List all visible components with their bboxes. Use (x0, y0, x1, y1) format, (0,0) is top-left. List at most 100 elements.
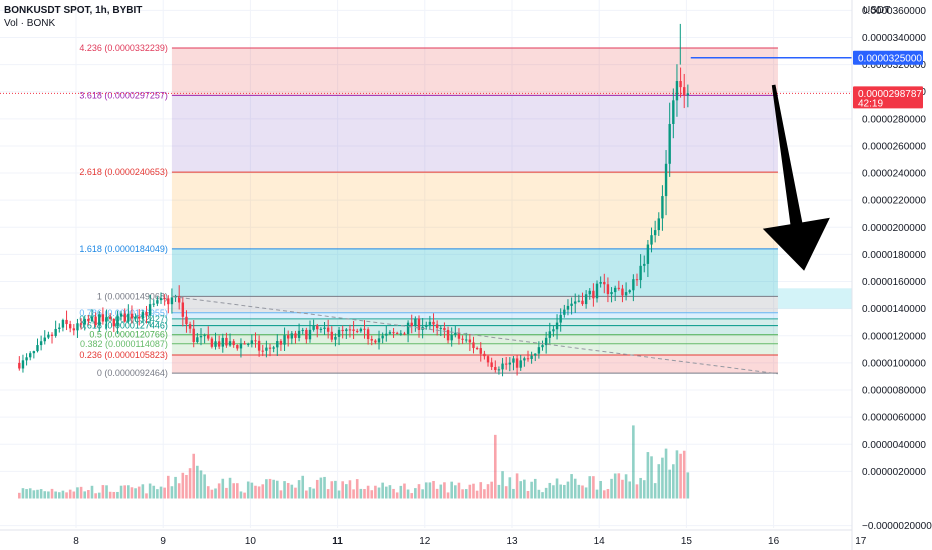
volume-bar (519, 481, 523, 499)
candle-body (261, 350, 264, 352)
candle-body (348, 329, 352, 331)
volume-bar (279, 490, 283, 499)
candle-body (196, 337, 199, 343)
candle-body (330, 331, 333, 340)
fib-level-label: 2.618 (0.0000240653) (79, 167, 168, 177)
candle-body (207, 335, 210, 339)
volume-bar (508, 477, 512, 499)
volume-bar (90, 485, 94, 499)
candle-body (541, 345, 544, 348)
candle-body (25, 357, 28, 361)
volume-bar (196, 465, 199, 499)
candle-body (643, 263, 646, 266)
volume-bar (428, 482, 432, 499)
volume-bar (661, 457, 664, 499)
volume-bar (515, 473, 519, 499)
candle-body (486, 356, 490, 363)
volume-bar (94, 493, 97, 499)
volume-bar (250, 482, 254, 499)
candle-body (592, 290, 595, 299)
volume-bar (664, 448, 668, 499)
candle-body (72, 328, 76, 331)
volume-bar (286, 482, 290, 499)
volume-bar (613, 473, 617, 499)
candle-body (475, 348, 479, 350)
candle-body (537, 347, 541, 354)
candle-body (512, 358, 515, 363)
fib-zone-band (171, 318, 778, 326)
volume-bar (18, 492, 21, 499)
candle-body (87, 318, 90, 322)
volume-bar (541, 492, 544, 499)
fib-zone-band (171, 355, 778, 374)
volume-bar (584, 487, 588, 499)
time-tick-label: 8 (73, 536, 79, 547)
candle-body (210, 338, 214, 347)
volume-bar (650, 456, 653, 499)
candle-body (526, 358, 530, 360)
volume-bar (602, 490, 606, 499)
symbol-title: BONKUSDT SPOT, 1h, BYBIT (4, 5, 142, 16)
volume-bar (275, 480, 279, 499)
candle-body (214, 341, 217, 347)
down-arrow-drawing (762, 84, 830, 271)
candle-body (54, 328, 57, 336)
candle-body (170, 297, 174, 305)
candle-body (570, 303, 573, 306)
candle-body (388, 332, 392, 334)
volume-bar (217, 483, 221, 499)
candle-body (534, 353, 537, 356)
candle-body (483, 353, 486, 357)
volume-bar (232, 483, 235, 499)
candle-body (312, 325, 315, 330)
volume-bar (83, 491, 87, 499)
volume-bar (563, 484, 566, 499)
volume-bar (537, 489, 541, 499)
last-price-tag (853, 86, 923, 109)
candle-body (116, 316, 119, 327)
volume-bar (555, 478, 559, 499)
price-tick-label: 0.0000260000 (862, 141, 926, 152)
fib-zone-band (171, 248, 778, 297)
candle-body (185, 316, 188, 325)
volume-bar (642, 480, 646, 499)
volume-bar (668, 469, 671, 499)
candle-body (98, 314, 101, 326)
volume-bar (181, 472, 185, 499)
candle-body (305, 329, 308, 340)
volume-bar (435, 488, 439, 499)
candle-body (548, 331, 551, 338)
volume-bar (595, 489, 599, 499)
volume-bar (39, 489, 43, 499)
candle-body (454, 332, 457, 336)
candle-body (635, 279, 639, 281)
volume-bar (653, 483, 657, 499)
volume-bar (294, 487, 297, 499)
volume-bar (410, 493, 414, 499)
volume-bar (392, 488, 395, 499)
candle-body (167, 298, 170, 305)
candle-body (457, 332, 461, 339)
volume-bar (374, 485, 377, 499)
volume-bar (588, 476, 592, 499)
candle-body (657, 218, 660, 231)
candle-body (112, 318, 115, 327)
candle-body (584, 294, 588, 305)
volume-bar (68, 489, 72, 499)
candle-body (83, 318, 86, 325)
volume-bar (497, 484, 501, 499)
candle-body (679, 81, 682, 88)
candle-body (672, 100, 675, 124)
volume-bar (65, 492, 68, 499)
candle-body (61, 319, 65, 328)
volume-bar (236, 483, 239, 499)
candle-body (563, 309, 566, 315)
fib-level-label: 0.382 (0.0000114087) (80, 339, 168, 349)
volume-bar (79, 486, 83, 499)
fib-level-label: 1 (0.0000149068) (97, 291, 168, 301)
candle-body (101, 314, 105, 322)
candle-body (47, 334, 50, 338)
volume-bar (421, 489, 424, 499)
volume-bar (675, 450, 679, 499)
